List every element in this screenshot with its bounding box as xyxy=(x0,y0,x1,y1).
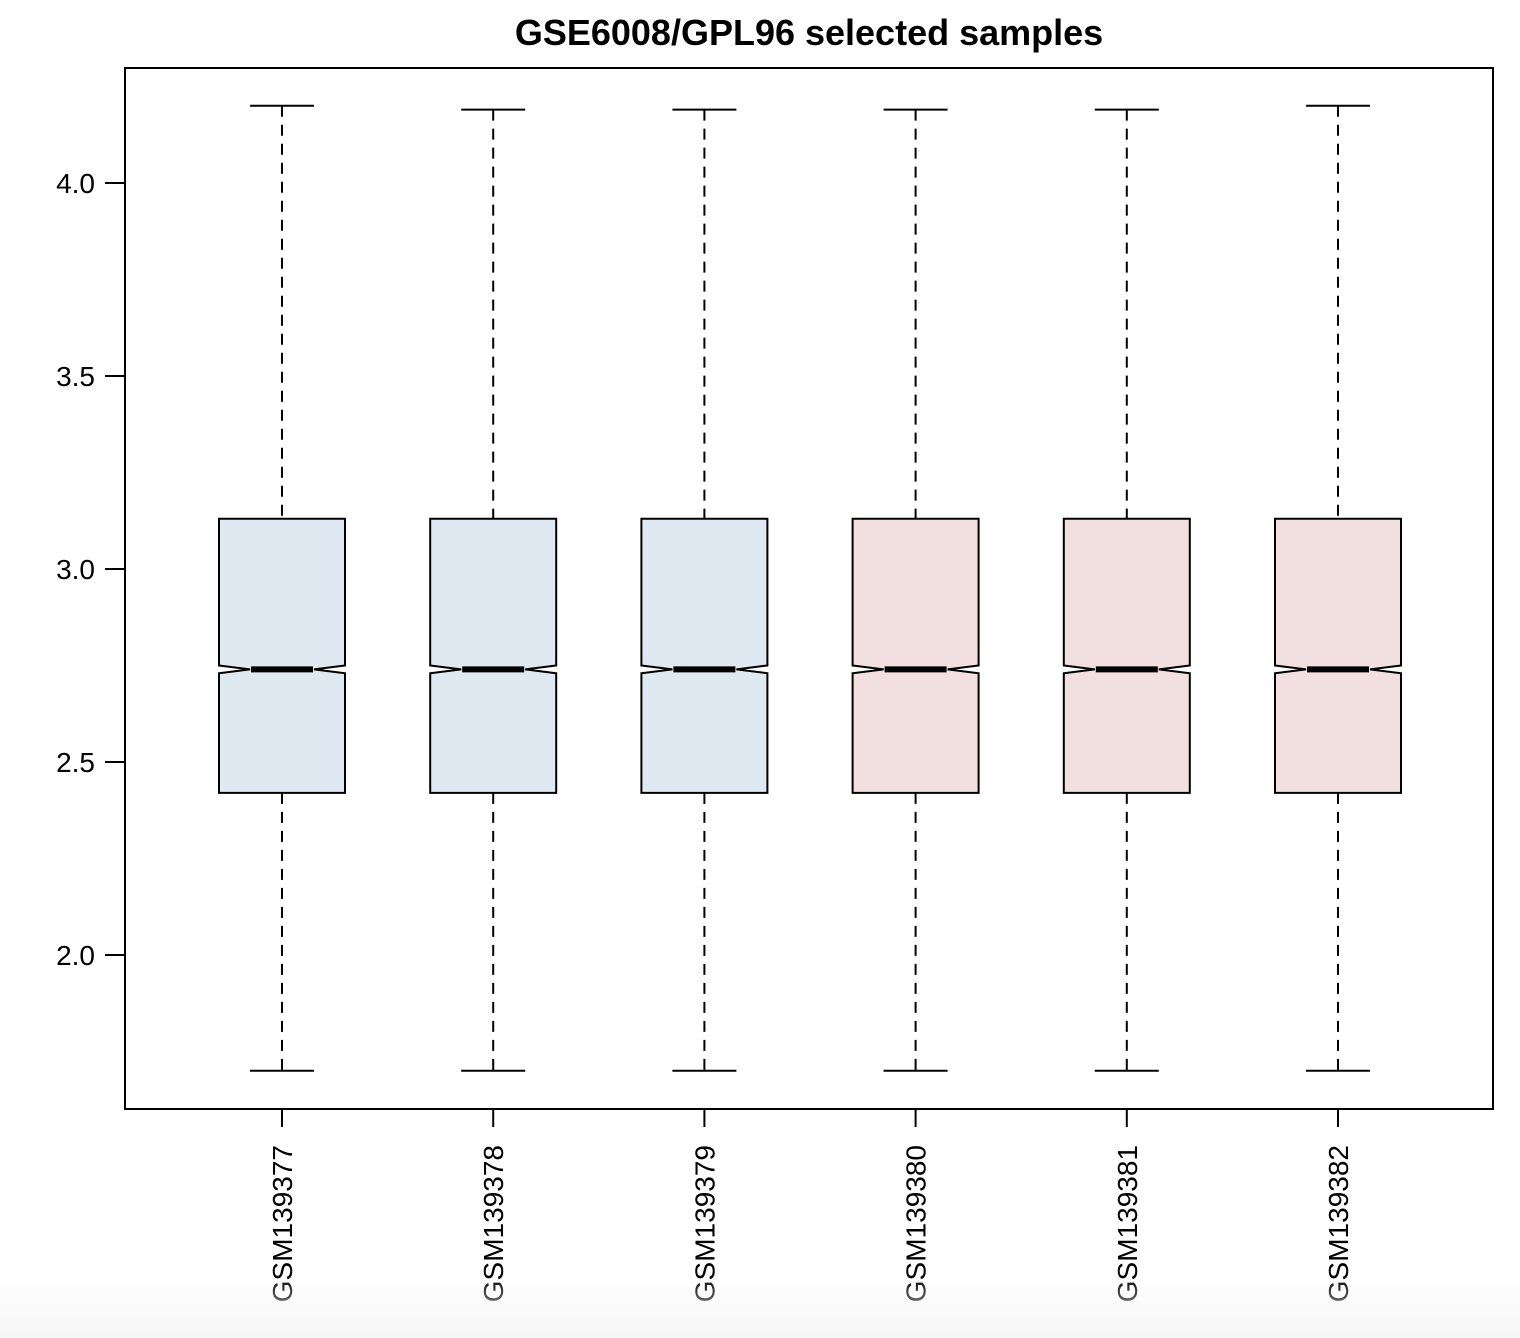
x-tick-label: GSM139377 xyxy=(267,1145,298,1302)
y-tick-label: 3.0 xyxy=(56,554,95,585)
box-group xyxy=(218,104,346,1072)
x-tick-label: GSM139381 xyxy=(1112,1145,1143,1302)
x-tick-label: GSM139382 xyxy=(1323,1145,1354,1302)
notched-box xyxy=(218,517,346,794)
notched-box xyxy=(1274,517,1402,794)
notched-box xyxy=(429,517,558,794)
box-group xyxy=(1274,104,1402,1072)
notched-box xyxy=(1062,517,1191,794)
y-tick-label: 3.5 xyxy=(56,361,95,392)
box-group xyxy=(429,108,558,1072)
notched-box xyxy=(640,517,769,794)
y-tick-label: 2.5 xyxy=(56,747,95,778)
box-group xyxy=(1062,108,1191,1072)
x-axis: GSM139377 GSM139378 GSM139379 GSM139380 GSM1… xyxy=(267,1109,1354,1302)
plot-frame xyxy=(124,67,1494,1110)
box-group xyxy=(851,108,980,1072)
x-tick-label: GSM139379 xyxy=(689,1145,720,1302)
y-tick-label: 2.0 xyxy=(56,940,95,971)
y-tick-label: 4.0 xyxy=(56,168,95,199)
x-tick-label: GSM139380 xyxy=(901,1145,932,1302)
boxes-layer xyxy=(218,104,1402,1072)
chart-title: GSE6008/GPL96 selected samples xyxy=(515,12,1103,53)
notched-box xyxy=(851,517,980,794)
x-tick-label: GSM139378 xyxy=(478,1145,509,1302)
box-group xyxy=(640,108,769,1072)
y-axis: 2.0 2.5 3.0 3.5 4.0 xyxy=(56,168,125,971)
